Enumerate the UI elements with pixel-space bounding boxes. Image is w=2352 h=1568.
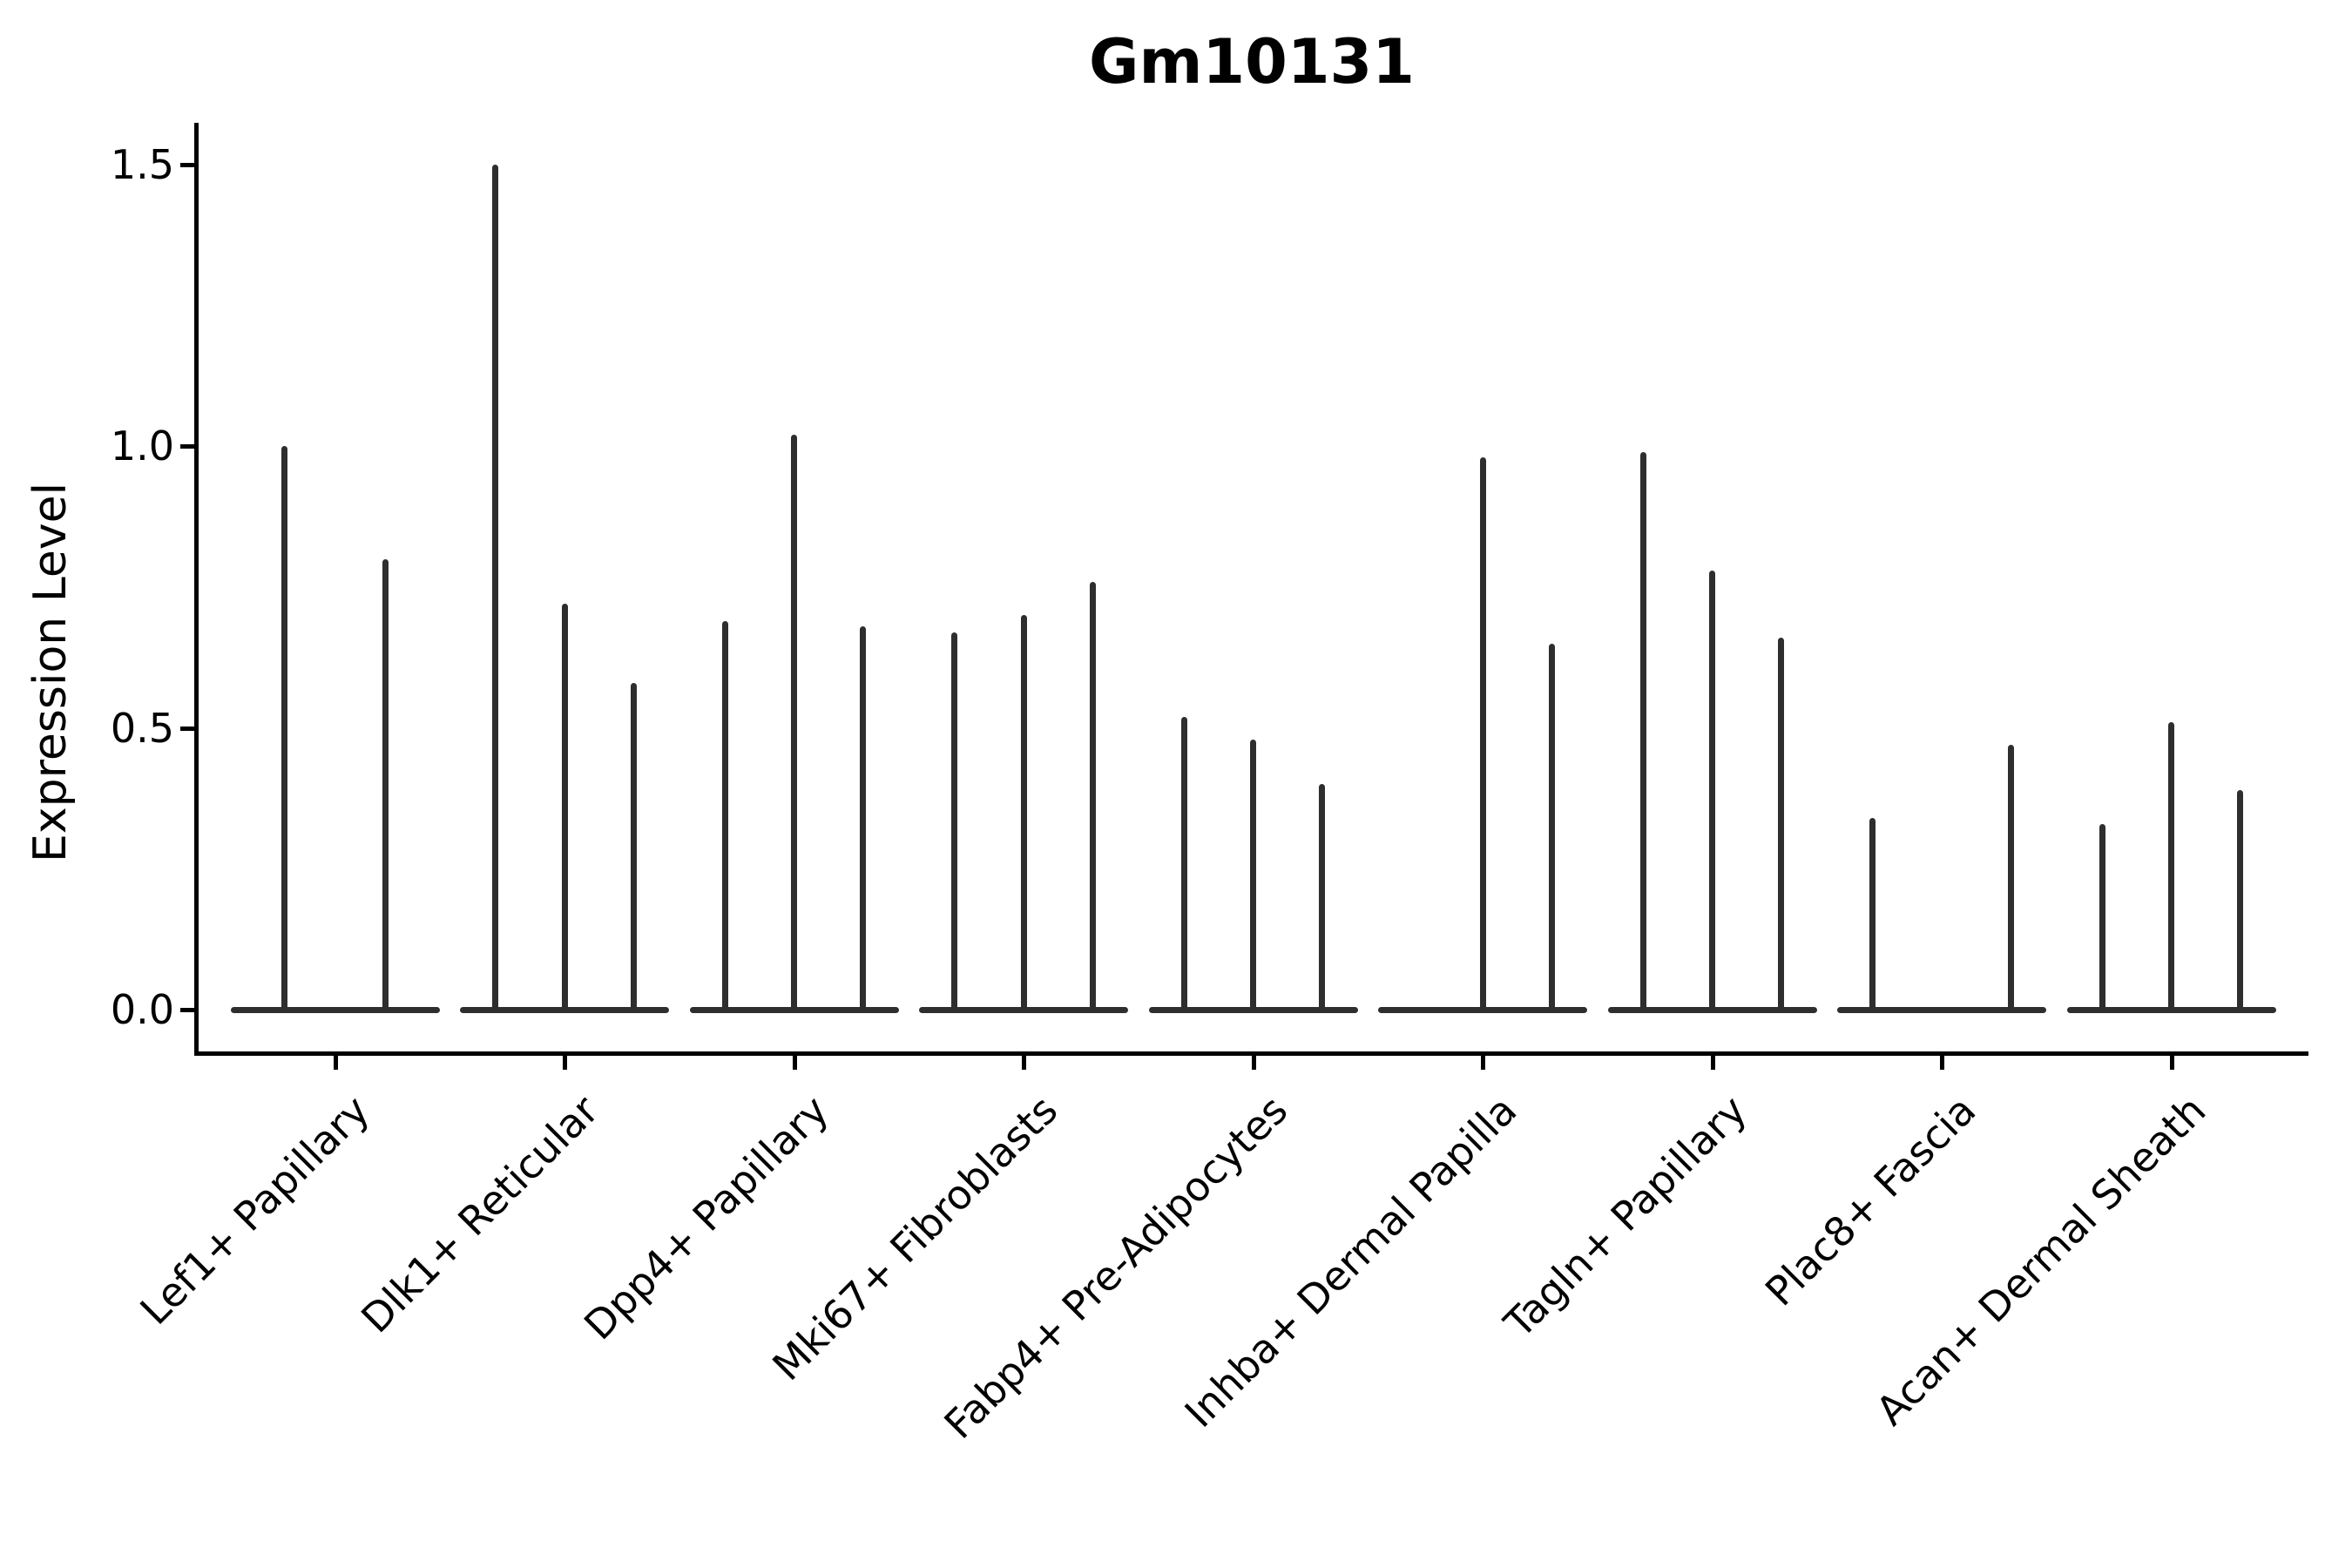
y-axis-spine (194, 123, 199, 1056)
x-tick-mark (2169, 1056, 2174, 1070)
x-tick-mark (1481, 1056, 1485, 1070)
violin-spike (281, 446, 288, 1010)
violin-spike (561, 604, 568, 1010)
x-category-label: Plac8+ Fascia (1755, 1086, 1985, 1315)
violin-spike (1778, 638, 1785, 1010)
violin-spike (1709, 570, 1715, 1010)
y-tick-mark (180, 444, 194, 449)
violin-spike (951, 632, 958, 1010)
violin-spike (2099, 823, 2105, 1010)
violin-baseline (1148, 1006, 1358, 1013)
x-tick-mark (1022, 1056, 1026, 1070)
x-tick-mark (1940, 1056, 1944, 1070)
violin-spike (1479, 457, 1486, 1010)
x-tick-mark (333, 1056, 338, 1070)
violin-spike (1250, 739, 1256, 1010)
x-category-label: Dlk1+ Reticular (352, 1086, 608, 1342)
violin-spike (860, 626, 867, 1010)
x-category-label: Dpp4+ Papillary (574, 1086, 837, 1349)
y-tick-label: 0.0 (110, 986, 174, 1033)
x-tick-mark (1251, 1056, 1256, 1070)
violin-spike (721, 620, 728, 1010)
y-tick-label: 1.5 (110, 140, 174, 188)
y-tick-mark (180, 1008, 194, 1012)
violin-spike (1089, 581, 1096, 1010)
y-axis-label: Expression Level (24, 482, 77, 863)
violin-spike (1548, 643, 1555, 1010)
x-tick-mark (563, 1056, 567, 1070)
violin-baseline (1837, 1006, 2046, 1013)
violin-spike (2168, 722, 2174, 1010)
violin-spike (630, 682, 637, 1010)
violin-spike (1020, 615, 1027, 1010)
x-tick-mark (1710, 1056, 1715, 1070)
violin-baseline (1378, 1006, 1587, 1013)
y-tick-label: 0.5 (110, 704, 174, 752)
violin-spike (2007, 745, 2014, 1010)
x-axis-spine (194, 1051, 2308, 1056)
x-category-label: Tagln+ Papillary (1494, 1086, 1755, 1348)
violin-spike (2237, 789, 2244, 1010)
y-tick-mark (180, 726, 194, 731)
violin-baseline (919, 1006, 1128, 1013)
violin-spike (1319, 784, 1326, 1010)
violin-spike (382, 558, 389, 1010)
y-tick-label: 1.0 (110, 422, 174, 470)
y-tick-mark (180, 162, 194, 167)
violin-baseline (460, 1006, 669, 1013)
violin-baseline (1607, 1006, 1817, 1013)
violin-spike (1639, 451, 1646, 1010)
x-category-label: Lef1+ Papillary (130, 1086, 378, 1335)
violin-spike (1180, 716, 1187, 1010)
chart-title: Gm10131 (1089, 26, 1415, 98)
violin-spike (492, 164, 499, 1010)
x-tick-mark (792, 1056, 797, 1070)
violin-baseline (689, 1006, 899, 1013)
violin-spike (1869, 818, 1876, 1010)
violin-baseline (2066, 1006, 2276, 1013)
violin-baseline (230, 1006, 440, 1013)
violin-spike (791, 435, 797, 1010)
